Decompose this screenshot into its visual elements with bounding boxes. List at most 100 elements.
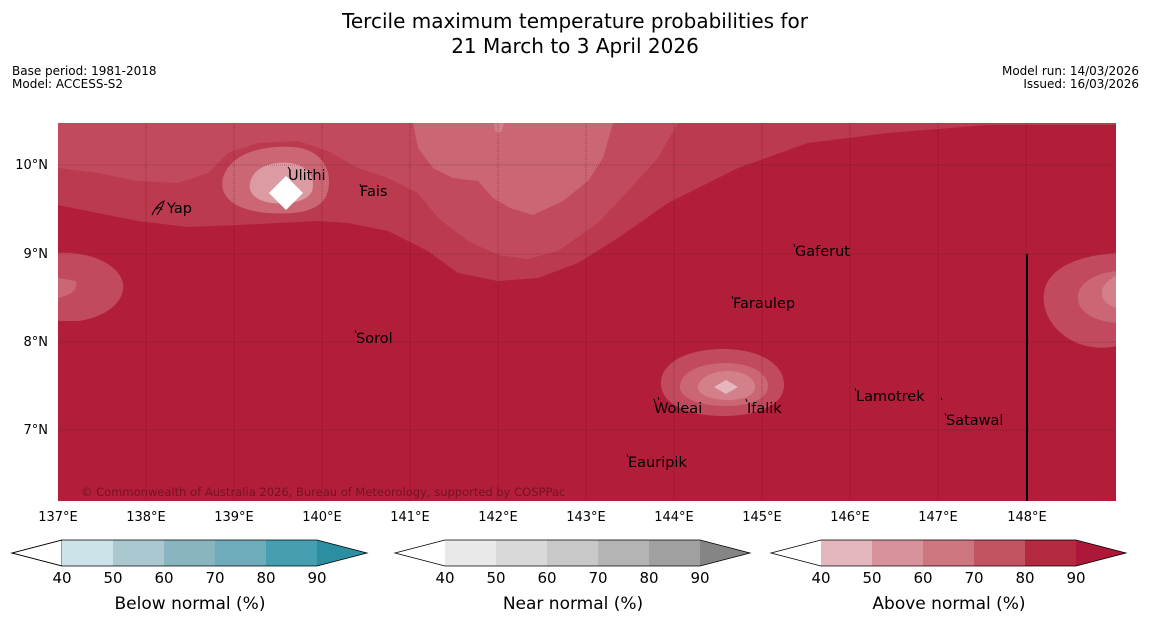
cb-above-seg-0 — [771, 540, 821, 566]
lon-label-141e: 141°E — [390, 510, 430, 525]
issued-date: Issued: 16/03/2026 — [1023, 77, 1139, 91]
cb-near-seg-4 — [598, 540, 649, 566]
map-panel[interactable]: Ulithi Fais Yap Gaferut Faraulep Sorol L… — [58, 123, 1116, 501]
lamotrek-dot-mark — [940, 397, 943, 401]
cb-below-tick-80: 80 — [256, 569, 276, 587]
woleai-atoll-mark — [653, 396, 660, 403]
cb-above-seg-6 — [1076, 540, 1126, 566]
colorbar-near-title: Near normal (%) — [502, 594, 644, 614]
lon-label-142e: 142°E — [478, 510, 518, 525]
cb-below-tick-50: 50 — [103, 569, 123, 587]
place-label-woleai: Woleai — [654, 401, 702, 417]
lon-label-148e: 148°E — [1007, 510, 1047, 525]
place-label-fais: Fais — [360, 184, 387, 200]
cb-near-tick-40: 40 — [435, 569, 455, 587]
cb-above-seg-5 — [1025, 540, 1076, 566]
cb-near-tick-50: 50 — [486, 569, 506, 587]
map-title: Tercile maximum temperature probabilitie… — [0, 9, 1150, 59]
colorbar-below-normal — [10, 539, 369, 567]
lon-label-140e: 140°E — [302, 510, 342, 525]
cb-below-tick-70: 70 — [205, 569, 225, 587]
cb-above-tick-40: 40 — [811, 569, 831, 587]
place-label-satawal: Satawal — [946, 413, 1003, 429]
lon-label-146e: 146°E — [830, 510, 870, 525]
copyright-notice: © Commonwealth of Australia 2026, Bureau… — [81, 485, 565, 499]
cb-near-seg-3 — [547, 540, 598, 566]
model-run: Model run: 14/03/2026 — [1001, 64, 1139, 78]
cb-near-seg-1 — [445, 540, 496, 566]
place-label-lamotrek: Lamotrek — [856, 389, 925, 405]
lon-label-144e: 144°E — [654, 510, 694, 525]
cb-above-seg-1 — [821, 540, 872, 566]
lon-label-137e: 137°E — [38, 510, 78, 525]
cb-below-seg-6 — [317, 540, 367, 566]
cb-near-tick-70: 70 — [588, 569, 608, 587]
grid-lines — [58, 123, 1116, 501]
cb-above-tick-50: 50 — [862, 569, 882, 587]
cb-below-seg-5 — [266, 540, 317, 566]
lon-label-139e: 139°E — [214, 510, 254, 525]
model-name: Model: ACCESS-S2 — [12, 77, 124, 91]
colorbar-above-normal — [769, 539, 1128, 567]
cb-above-seg-3 — [923, 540, 974, 566]
place-label-ifalik: Ifalik — [747, 401, 782, 417]
colorbar-near-normal — [393, 539, 752, 567]
satawal-island-mark — [944, 412, 947, 417]
title-line-1: Tercile maximum temperature probabilitie… — [342, 9, 808, 33]
place-label-yap: Yap — [166, 201, 192, 217]
cb-below-seg-1 — [62, 540, 113, 566]
colorbar-above-title: Above normal (%) — [872, 594, 1026, 614]
cb-near-seg-5 — [649, 540, 700, 566]
lat-label-8n: 8°N — [23, 335, 49, 350]
sorol-atoll-mark — [354, 329, 357, 334]
cb-near-tick-60: 60 — [537, 569, 557, 587]
lamotrek-atoll-mark — [854, 387, 857, 392]
cb-below-tick-90: 90 — [307, 569, 327, 587]
meta-left: Base period: 1981-2018 Model: ACCESS-S2 — [12, 65, 157, 91]
contour-60-central — [413, 123, 613, 215]
fais-island-mark — [359, 183, 362, 188]
contour-60-west — [58, 278, 77, 298]
contour-40-woleai — [714, 380, 738, 394]
lon-label-143e: 143°E — [566, 510, 606, 525]
cb-near-seg-6 — [700, 540, 750, 566]
cb-above-tick-70: 70 — [964, 569, 984, 587]
cb-near-seg-0 — [395, 540, 445, 566]
lon-label-145e: 145°E — [742, 510, 782, 525]
contour-50-east — [1102, 275, 1116, 308]
ulithi-atoll-mark — [287, 166, 291, 171]
cb-above-tick-80: 80 — [1015, 569, 1035, 587]
cb-above-tick-90: 90 — [1066, 569, 1086, 587]
faraulep-atoll-mark — [731, 295, 734, 300]
lon-label-138e: 138°E — [126, 510, 166, 525]
place-label-sorol: Sorol — [356, 331, 393, 347]
cb-below-seg-0 — [10, 539, 63, 567]
title-line-2: 21 March to 3 April 2026 — [451, 34, 699, 58]
yap-island-outline — [151, 200, 165, 216]
contour-50-central — [494, 123, 504, 133]
gaferut-island-mark — [793, 243, 796, 248]
cb-below-seg-4 — [215, 540, 266, 566]
cb-above-tick-60: 60 — [913, 569, 933, 587]
lat-label-7n: 7°N — [23, 423, 49, 438]
place-label-eauripik: Eauripik — [628, 455, 687, 471]
ifalik-atoll-mark — [745, 398, 748, 403]
meta-right: Model run: 14/03/2026 Issued: 16/03/2026 — [1002, 65, 1139, 91]
contour-70-west — [58, 252, 124, 321]
cb-above-seg-2 — [872, 540, 923, 566]
cb-below-seg-3 — [164, 540, 215, 566]
cb-below-tick-60: 60 — [154, 569, 174, 587]
islands — [151, 166, 947, 458]
white-diamond-marker — [269, 176, 303, 210]
lon-label-147e: 147°E — [918, 510, 958, 525]
lat-label-9n: 9°N — [23, 247, 49, 262]
lat-label-10n: 10°N — [15, 158, 48, 173]
cb-below-seg-2 — [113, 540, 164, 566]
base-period: Base period: 1981-2018 — [12, 64, 157, 78]
place-label-faraulep: Faraulep — [733, 296, 795, 312]
probability-map: Ulithi Fais Yap Gaferut Faraulep Sorol L… — [58, 123, 1116, 501]
place-label-gaferut: Gaferut — [795, 244, 850, 260]
cb-near-tick-80: 80 — [639, 569, 659, 587]
cb-near-seg-2 — [496, 540, 547, 566]
cb-below-tick-40: 40 — [52, 569, 72, 587]
